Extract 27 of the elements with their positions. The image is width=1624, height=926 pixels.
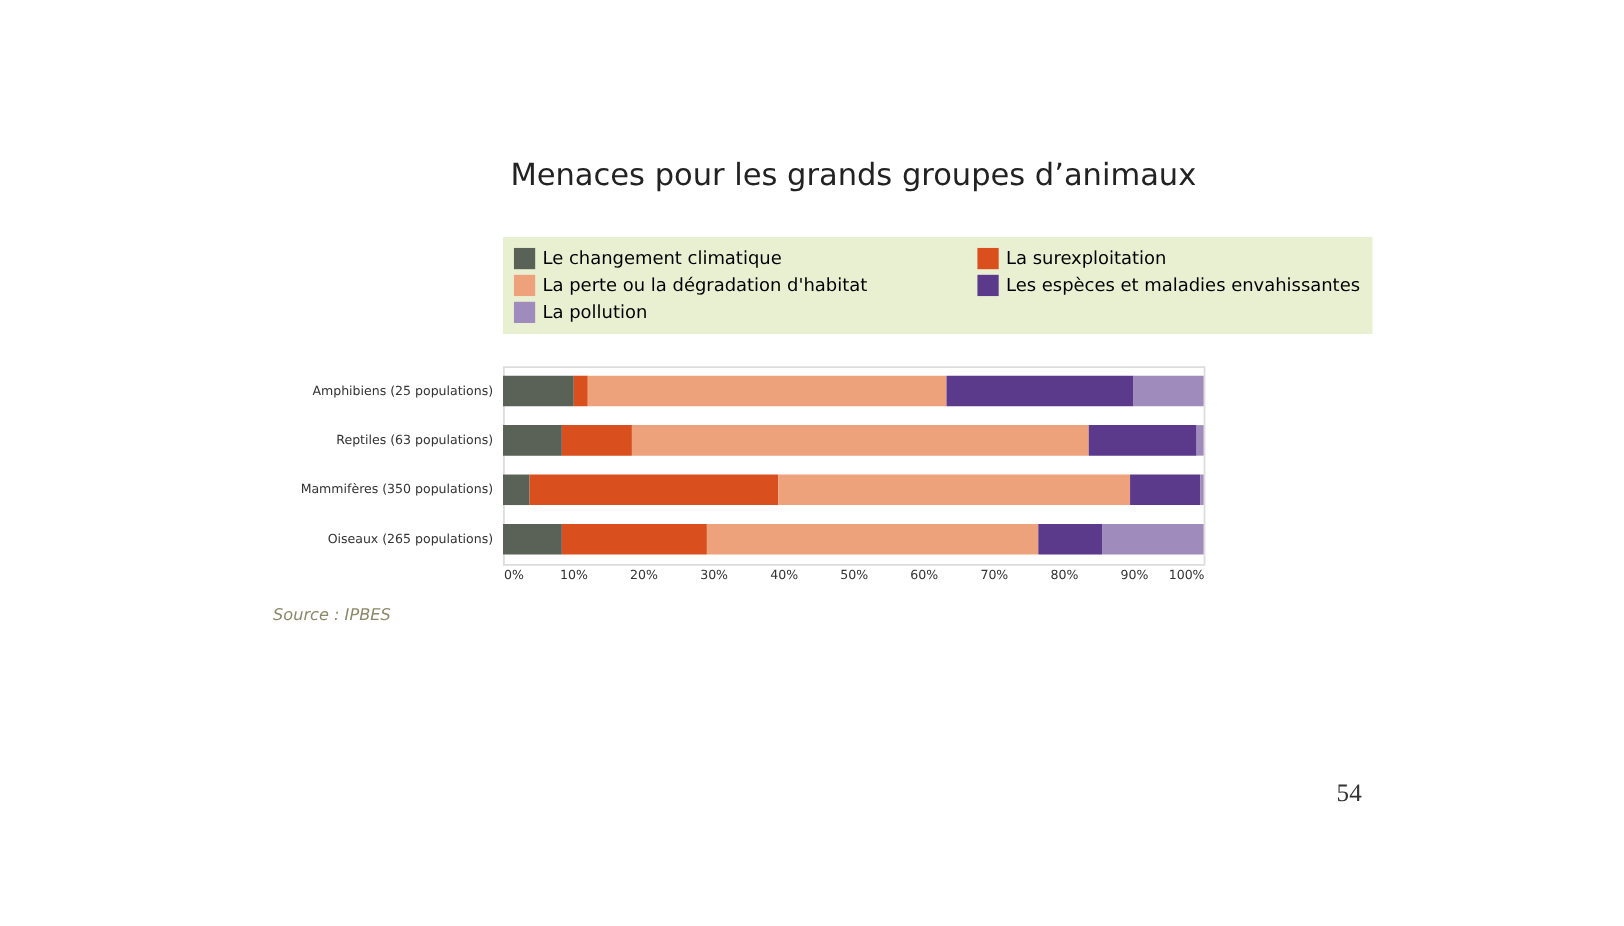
legend-label: La surexploitation <box>1006 249 1167 270</box>
bar <box>778 474 1131 506</box>
bar <box>573 375 588 407</box>
bar <box>587 375 947 407</box>
bar <box>529 474 779 506</box>
bar <box>1088 425 1197 456</box>
legend-label: La perte ou la dégradation d'habitat <box>542 274 869 297</box>
legend-label: La pollution <box>542 303 648 324</box>
bar <box>706 523 1039 555</box>
bar <box>503 523 562 555</box>
bar <box>503 425 562 456</box>
legend-label: Les espèces et maladies envahissantes <box>1006 274 1361 297</box>
bar <box>1102 523 1204 555</box>
bar <box>503 375 574 407</box>
chart-title: Menaces pour les grands groupes d’animaux <box>510 156 1197 193</box>
bar <box>1133 375 1204 407</box>
bar <box>1130 474 1201 506</box>
bar <box>631 425 1089 456</box>
bar <box>946 375 1134 407</box>
bar <box>1038 523 1103 555</box>
text: 54 <box>1336 779 1364 808</box>
bar <box>503 474 530 506</box>
source-note: Source : IPBES <box>273 603 391 624</box>
bar <box>561 425 632 456</box>
bar <box>1196 425 1204 456</box>
bar <box>561 523 707 555</box>
legend-label: Le changement climatique <box>542 249 783 270</box>
